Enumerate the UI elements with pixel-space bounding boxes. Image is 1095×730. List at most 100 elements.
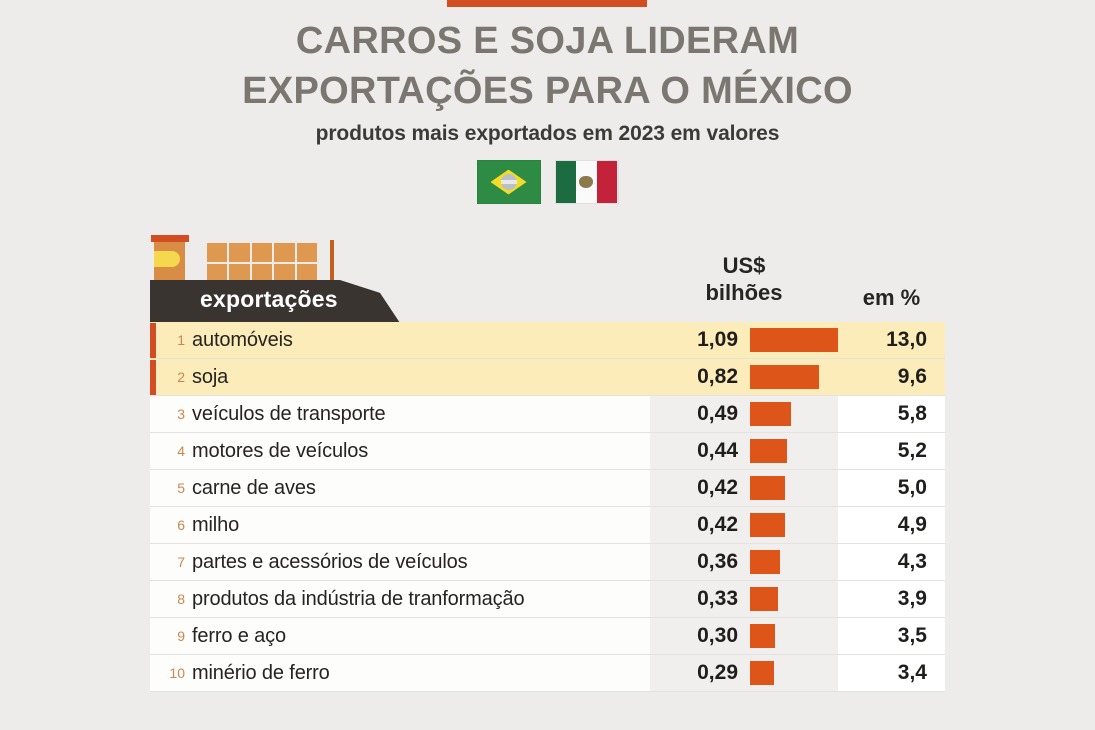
row-rank: 6 bbox=[177, 517, 185, 533]
mexico-flag-red-stripe bbox=[596, 161, 618, 203]
row-value-usd: 0,82 bbox=[697, 365, 738, 388]
row-product-label: carne de aves bbox=[192, 476, 316, 499]
row-bar bbox=[750, 513, 786, 537]
row-rank: 2 bbox=[177, 369, 185, 385]
container-box bbox=[251, 243, 273, 262]
flag-pair bbox=[0, 160, 1095, 204]
ship-hull bbox=[150, 280, 400, 323]
brazil-flag-band bbox=[500, 180, 517, 184]
row-value-percent: 13,0 bbox=[886, 328, 927, 351]
row-bar bbox=[750, 661, 775, 685]
row-bar-cell bbox=[750, 433, 838, 469]
container-box bbox=[251, 263, 273, 282]
row-product-label: motores de veículos bbox=[192, 439, 369, 462]
table-row: 1 automóveis 1,09 13,0 bbox=[150, 322, 945, 359]
page-title-line1: CARROS E SOJA LIDERAM bbox=[295, 20, 800, 62]
row-value-percent: 5,0 bbox=[838, 470, 945, 506]
row-rank: 3 bbox=[177, 406, 185, 422]
row-product-label: minério de ferro bbox=[192, 661, 330, 684]
row-value-percent: 5,8 bbox=[838, 396, 945, 432]
row-value-usd: 0,33 bbox=[650, 581, 750, 617]
row-accent-bar bbox=[150, 360, 156, 395]
mexico-flag-white-stripe bbox=[576, 161, 597, 203]
top-accent-bar bbox=[447, 0, 647, 7]
row-bar-cell bbox=[750, 359, 838, 395]
row-bar-cell bbox=[750, 655, 838, 691]
ship-containers bbox=[207, 243, 317, 282]
row-value-percent: 3,5 bbox=[838, 618, 945, 654]
row-value-usd: 0,30 bbox=[650, 618, 750, 654]
row-rank: 10 bbox=[169, 665, 185, 681]
row-bar bbox=[750, 365, 820, 389]
row-product-label: ferro e aço bbox=[192, 624, 286, 647]
header: CARROS E SOJA LIDERAM EXPORTAÇÕES PARA O… bbox=[0, 16, 1095, 146]
row-product-label: produtos da indústria de tranformação bbox=[192, 587, 525, 610]
row-bar-cell bbox=[750, 396, 838, 432]
currency-header-line2: bilhões bbox=[705, 279, 783, 305]
page-title-line2: EXPORTAÇÕES PARA O MÉXICO bbox=[242, 70, 853, 113]
row-bar-cell bbox=[750, 618, 838, 654]
container-box bbox=[274, 263, 295, 282]
row-value-percent: 3,4 bbox=[838, 655, 945, 691]
exports-table: 1 automóveis 1,09 13,0 2 soja 0,82 9,6 3 veículos… bbox=[150, 322, 945, 692]
ship-funnel-top bbox=[151, 235, 189, 242]
container-box bbox=[207, 263, 228, 282]
row-bar bbox=[750, 402, 792, 426]
row-bar bbox=[750, 550, 781, 574]
row-bar-cell bbox=[750, 470, 838, 506]
table-row: 4 motores de veículos 0,44 5,2 bbox=[150, 433, 945, 470]
row-rank: 9 bbox=[177, 628, 185, 644]
row-value-percent: 4,3 bbox=[838, 544, 945, 580]
ship-funnel-window bbox=[154, 251, 180, 267]
table-row: 8 produtos da indústria de tranformação 0,… bbox=[150, 581, 945, 618]
table-row: 3 veículos de transporte 0,49 5,8 bbox=[150, 396, 945, 433]
table-row: 7 partes e acessórios de veículos 0,36 4,3 bbox=[150, 544, 945, 581]
row-accent-bar bbox=[150, 323, 156, 358]
row-bar-cell bbox=[750, 507, 838, 543]
row-product-label: soja bbox=[192, 365, 229, 388]
container-box bbox=[207, 243, 228, 262]
row-value-usd: 0,42 bbox=[650, 470, 750, 506]
row-rank: 5 bbox=[177, 480, 185, 496]
table-row: 10 minério de ferro 0,29 3,4 bbox=[150, 655, 945, 692]
row-bar bbox=[750, 624, 776, 648]
row-value-usd: 0,44 bbox=[650, 433, 750, 469]
row-bar-cell bbox=[750, 581, 838, 617]
column-headers: US$ bilhões em % bbox=[650, 253, 945, 321]
row-value-usd: 1,09 bbox=[697, 328, 738, 351]
table-row: 5 carne de aves 0,42 5,0 bbox=[150, 470, 945, 507]
mexico-flag-icon bbox=[554, 160, 619, 204]
row-value-percent: 3,9 bbox=[838, 581, 945, 617]
row-value-usd: 0,36 bbox=[650, 544, 750, 580]
cargo-ship-icon: exportações bbox=[150, 233, 400, 323]
container-box bbox=[296, 263, 317, 282]
row-bar bbox=[750, 328, 838, 352]
row-rank: 8 bbox=[177, 591, 185, 607]
table-row: 6 milho 0,42 4,9 bbox=[150, 507, 945, 544]
container-box bbox=[274, 243, 295, 262]
page-subtitle: produtos mais exportados em 2023 em valo… bbox=[315, 122, 780, 146]
table-row: 2 soja 0,82 9,6 bbox=[150, 359, 945, 396]
row-bar-cell bbox=[750, 322, 838, 358]
ship-mast bbox=[330, 240, 334, 282]
row-rank: 7 bbox=[177, 554, 185, 570]
container-box bbox=[229, 263, 250, 282]
row-value-percent: 5,2 bbox=[838, 433, 945, 469]
row-bar bbox=[750, 439, 788, 463]
row-product-label: milho bbox=[192, 513, 240, 536]
currency-column-header: US$ bilhões bbox=[650, 253, 838, 307]
percent-column-header: em % bbox=[862, 285, 921, 310]
exportacoes-label: exportações bbox=[200, 286, 338, 312]
table-row: 9 ferro e aço 0,30 3,5 bbox=[150, 618, 945, 655]
row-bar-cell bbox=[750, 544, 838, 580]
container-box bbox=[296, 243, 317, 262]
row-product-label: automóveis bbox=[192, 328, 293, 351]
row-bar bbox=[750, 587, 778, 611]
row-product-label: partes e acessórios de veículos bbox=[192, 550, 468, 573]
row-value-percent: 4,9 bbox=[838, 507, 945, 543]
row-value-percent: 9,6 bbox=[897, 365, 927, 388]
mexico-flag-eagle bbox=[579, 176, 594, 188]
row-product-label: veículos de transporte bbox=[192, 402, 386, 425]
row-bar bbox=[750, 476, 786, 500]
row-value-usd: 0,29 bbox=[650, 655, 750, 691]
